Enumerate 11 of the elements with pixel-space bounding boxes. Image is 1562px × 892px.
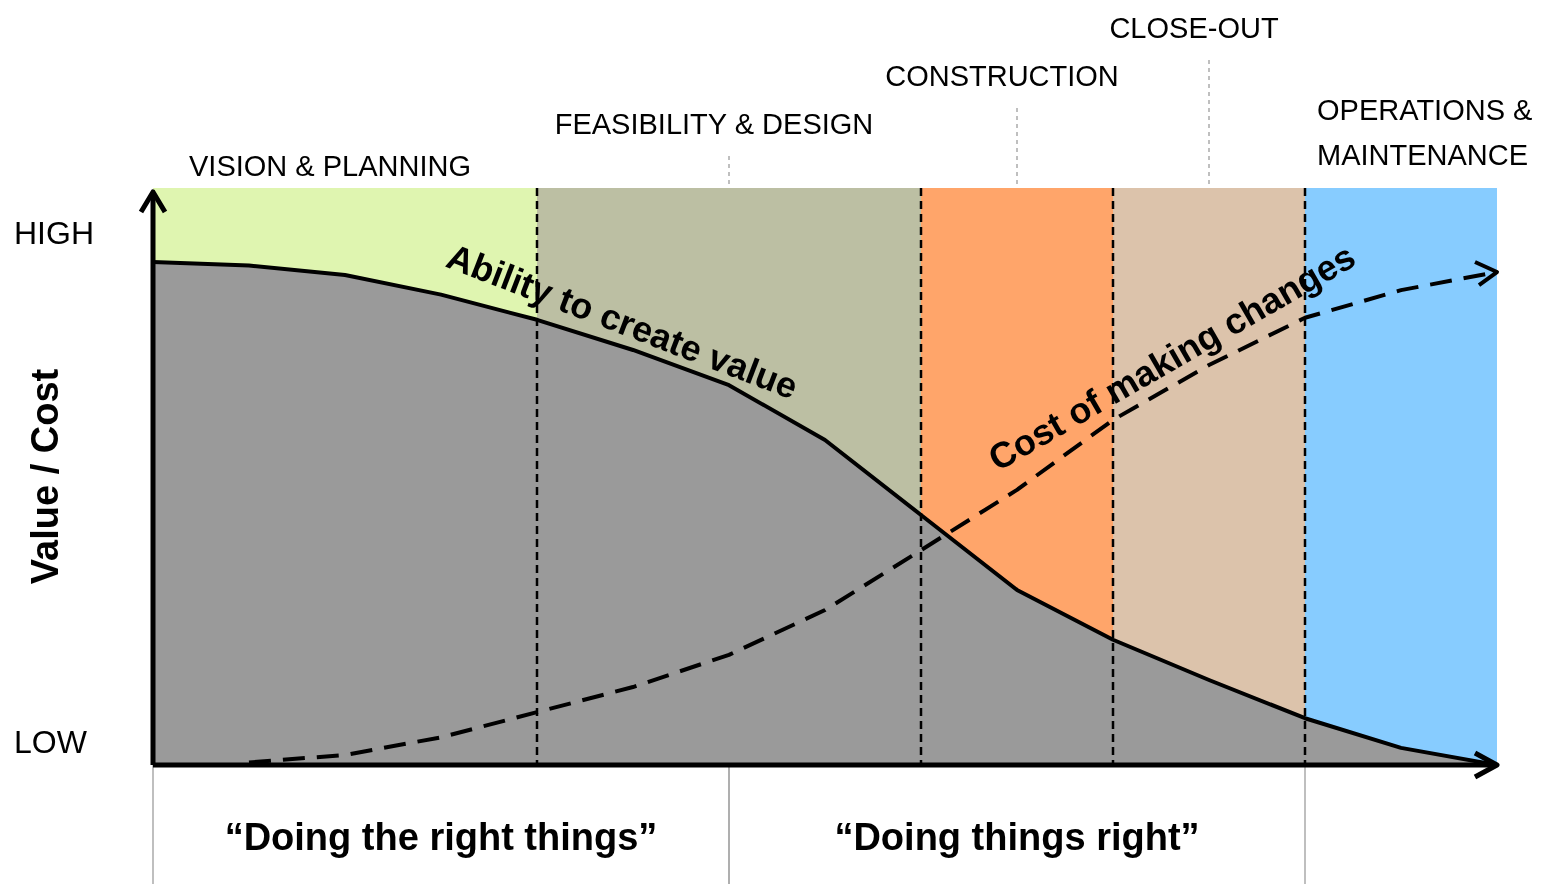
text: Ability to create value [441,235,804,408]
text: VISION & PLANNING [188,150,472,182]
text: OPERATIONS & MAINTENANCE [1317,94,1533,171]
text: “Doing the right things” [224,816,658,858]
text: FEASIBILITY & DESIGN [554,108,874,140]
text: “Doing things right” [834,816,1200,858]
text: HIGH [14,215,94,251]
y-axis-title: Value / Cost [24,368,66,585]
text: CLOSE-OUT [1109,12,1279,44]
text: CONSTRUCTION [885,60,1119,92]
text: LOW [14,724,88,760]
